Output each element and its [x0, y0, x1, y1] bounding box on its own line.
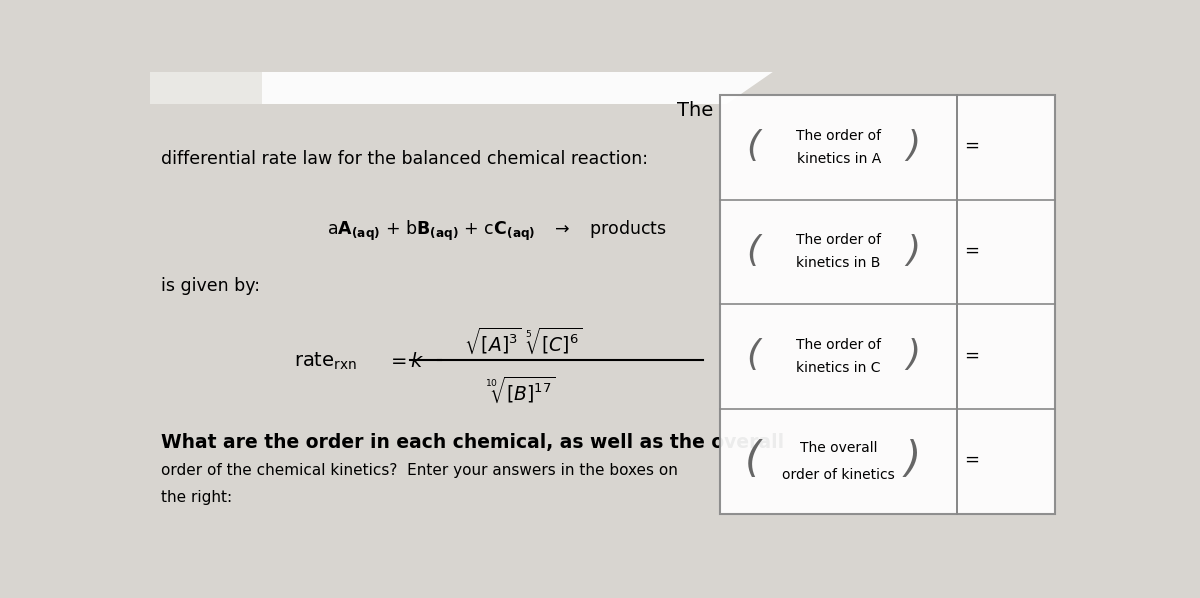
- Text: =: =: [964, 242, 979, 260]
- Text: ): ): [906, 338, 920, 373]
- Text: a$\mathbf{A}$$_{\mathbf{(aq)}}$ + b$\mathbf{B}$$_{\mathbf{(aq)}}$ + c$\mathbf{C}: a$\mathbf{A}$$_{\mathbf{(aq)}}$ + b$\mat…: [326, 218, 667, 243]
- Text: The overall: The overall: [800, 441, 877, 454]
- Text: What are the order in each chemical, as well as the overall: What are the order in each chemical, as …: [161, 433, 785, 452]
- Text: kinetics in A: kinetics in A: [797, 152, 881, 166]
- Text: =: =: [964, 137, 979, 155]
- Text: The: The: [677, 102, 714, 120]
- Text: order of the chemical kinetics?  Enter your answers in the boxes on: order of the chemical kinetics? Enter yo…: [161, 463, 678, 478]
- Text: is given by:: is given by:: [161, 277, 260, 295]
- Text: =: =: [964, 346, 979, 364]
- Text: the right:: the right:: [161, 490, 233, 505]
- Text: order of kinetics: order of kinetics: [782, 468, 895, 482]
- Text: ): ): [905, 439, 922, 481]
- Text: (: (: [746, 129, 760, 163]
- Text: kinetics in B: kinetics in B: [797, 257, 881, 270]
- Text: (: (: [745, 439, 761, 481]
- Text: ): ): [906, 234, 920, 267]
- Polygon shape: [150, 72, 262, 104]
- Text: $= k$: $= k$: [388, 352, 425, 371]
- Text: (: (: [746, 234, 760, 267]
- Text: The order of: The order of: [796, 338, 881, 352]
- Text: =: =: [964, 451, 979, 469]
- Text: The order of: The order of: [796, 233, 881, 248]
- Text: (: (: [746, 338, 760, 373]
- Text: ): ): [906, 129, 920, 163]
- Text: $\sqrt[10]{[B]^{17}}$: $\sqrt[10]{[B]^{17}}$: [485, 374, 556, 405]
- Text: The order of: The order of: [796, 129, 881, 143]
- Text: kinetics in C: kinetics in C: [797, 361, 881, 375]
- Text: rate$_{\rm rxn}$: rate$_{\rm rxn}$: [294, 351, 358, 373]
- Bar: [720, 94, 1055, 514]
- Text: $\sqrt{[A]^3}\ \sqrt[5]{[C]^6}$: $\sqrt{[A]^3}\ \sqrt[5]{[C]^6}$: [464, 326, 583, 356]
- Polygon shape: [150, 72, 773, 104]
- Text: differential rate law for the balanced chemical reaction:: differential rate law for the balanced c…: [161, 150, 648, 168]
